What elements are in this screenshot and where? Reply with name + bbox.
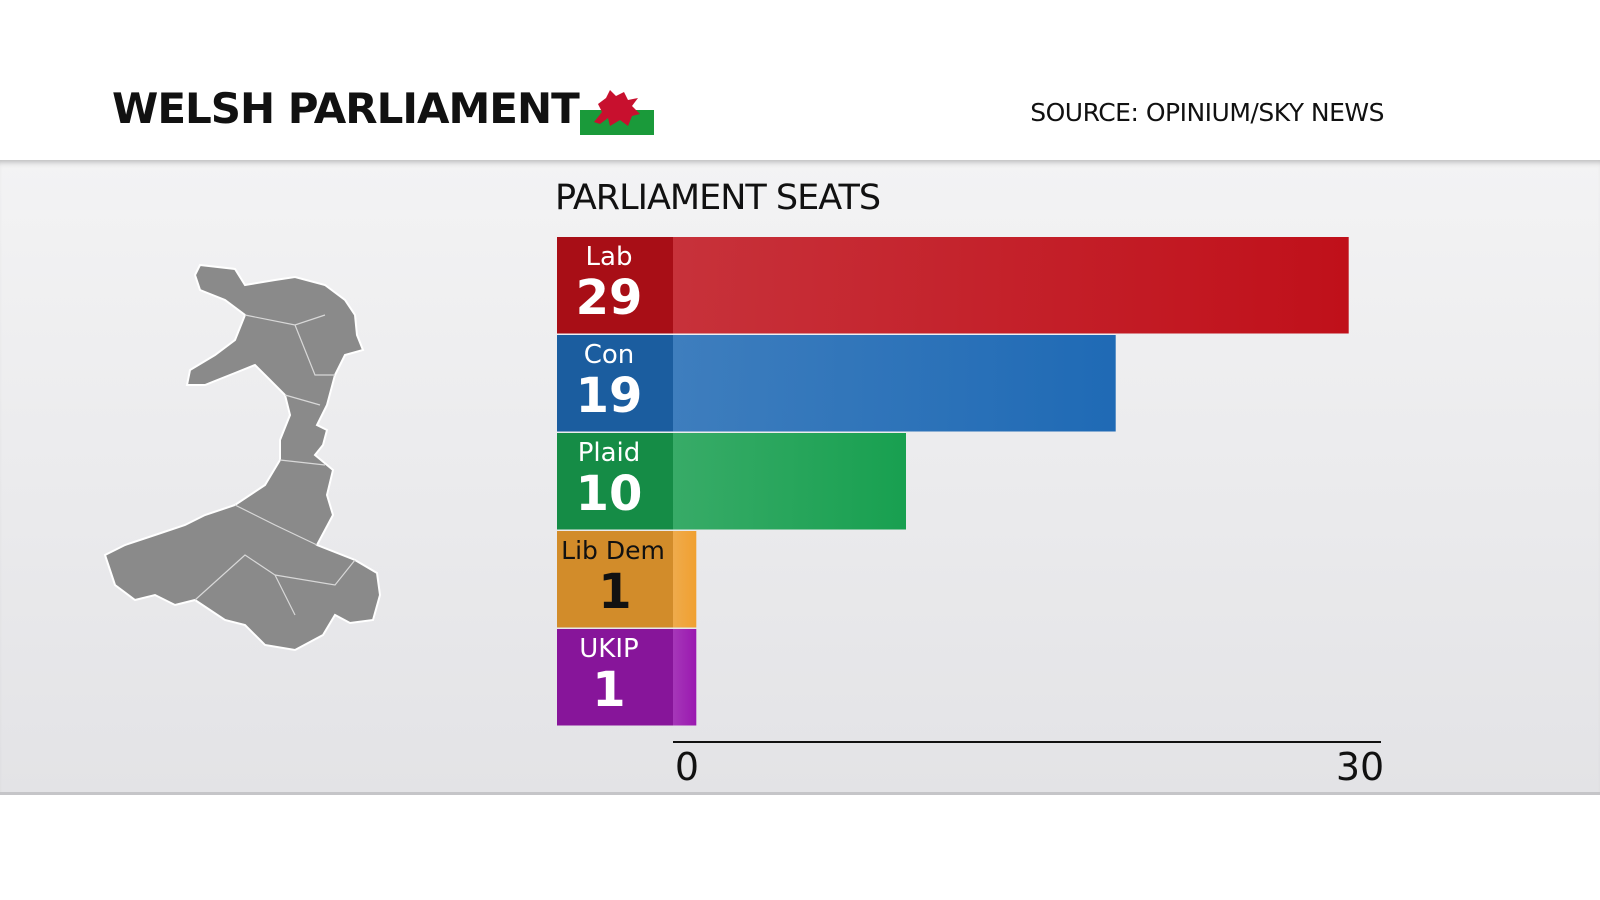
bar-category-label: Con — [584, 340, 635, 370]
bar — [673, 335, 1116, 432]
wales-map — [103, 263, 382, 652]
bar-value-label: 1 — [592, 662, 625, 718]
bar-label-shade — [557, 629, 673, 726]
bar-value-label: 29 — [576, 270, 643, 326]
bar-category-label: Plaid — [578, 438, 641, 468]
x-tick-label: 30 — [1336, 745, 1384, 789]
bar-value-label: 1 — [598, 564, 631, 620]
bar-value-label: 10 — [576, 466, 643, 522]
bar-label-shade — [557, 335, 673, 432]
bar-label-block — [557, 531, 673, 628]
bar — [673, 629, 697, 726]
bar-label-block — [557, 237, 673, 334]
bar — [673, 531, 697, 628]
bar-label-block — [557, 335, 673, 432]
bar-label-shade — [557, 531, 673, 628]
x-tick-label: 0 — [675, 745, 699, 789]
source-label: SOURCE: OPINIUM/SKY NEWS — [1030, 98, 1384, 127]
page-title: WELSH PARLIAMENT — [112, 84, 580, 133]
bar-label-shade — [557, 433, 673, 530]
bar-label-block — [557, 433, 673, 530]
bar-label-block — [557, 629, 673, 726]
wales-flag-icon — [580, 84, 654, 135]
bar-category-label: UKIP — [579, 634, 638, 664]
bar — [673, 433, 906, 530]
bar-label-shade — [557, 237, 673, 334]
chart-title: PARLIAMENT SEATS — [555, 178, 881, 218]
bar-category-label: Lab — [586, 242, 633, 272]
bar — [673, 237, 1349, 334]
header: WELSH PARLIAMENT SOURCE: OPINIUM/SKY NEW… — [0, 0, 1600, 160]
bar-value-label: 19 — [576, 368, 643, 424]
bar-category-label: Lib Dem — [561, 536, 665, 565]
